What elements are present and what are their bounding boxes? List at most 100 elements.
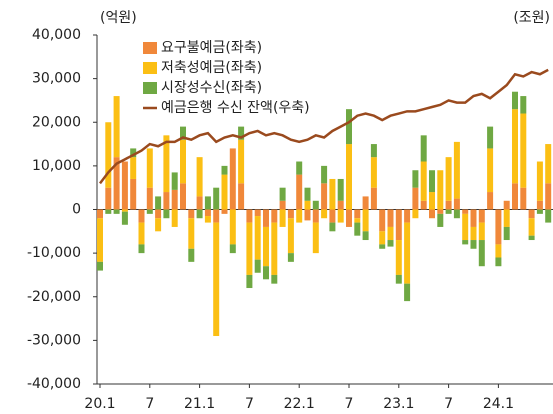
bar [204,196,211,210]
bar [420,135,427,162]
bar [362,231,369,241]
bar [478,240,485,267]
bar [155,209,162,219]
bar [412,209,419,219]
bar [478,209,485,223]
bar [470,226,477,241]
bar [536,209,543,214]
bar [138,222,145,245]
x-tick-label: 7 [444,396,453,412]
bar [512,91,518,110]
bar [105,122,112,188]
bar [287,253,294,262]
bar [453,141,460,199]
bar [354,209,361,219]
bar [321,209,328,219]
y-tick-label: -20,000 [27,289,81,305]
bar [346,209,352,227]
bar [229,244,236,254]
y-tick-label: 0 [72,202,81,218]
bar [420,200,427,210]
bar [470,209,477,227]
x-tick-label: 7 [145,396,154,412]
bar [130,148,137,158]
bar [238,139,245,184]
bar [196,157,203,197]
bar [329,178,336,210]
bar [470,240,477,249]
bar [155,218,162,232]
bar [354,222,361,236]
bar [520,96,527,114]
bar [279,200,286,210]
x-tick-label: 7 [245,396,254,412]
bar [445,209,452,214]
bar [387,209,394,227]
bar [304,209,311,221]
bar [113,209,120,214]
bar [246,222,253,275]
bar [163,135,170,193]
bar [196,209,203,219]
bar [296,209,303,223]
bar [271,274,278,284]
bar [354,218,361,223]
bar [487,148,494,193]
bar [520,113,527,188]
bar [296,161,303,175]
y-unit: (억원) [100,10,137,26]
bar [204,216,211,223]
bar [412,187,419,210]
bar [346,109,352,145]
bar [528,209,535,219]
bar [487,192,494,210]
bar [97,261,103,271]
bar [429,192,435,210]
bar [254,209,261,217]
bar [312,200,319,210]
bar [287,218,294,254]
bar [528,218,535,236]
bar [138,244,145,254]
bar [387,226,394,241]
bar [188,248,195,262]
bar [97,218,103,262]
x-tick-label: 24.1 [483,396,514,412]
bar [163,209,170,219]
bar [312,209,319,223]
bar [287,209,294,219]
bar [213,209,220,223]
bar [503,200,510,210]
bar [171,189,178,210]
bar [503,226,510,241]
bar [221,209,228,214]
bar [97,209,103,219]
bar [254,216,261,260]
bar [246,209,253,223]
bar [121,209,128,212]
bar [213,187,220,210]
bar [188,209,195,219]
line [99,68,549,185]
bar [138,209,145,223]
legend-swatch [143,82,157,94]
bar [437,170,444,210]
bar [404,222,411,284]
bar [395,274,402,284]
bar [462,240,469,245]
bar [462,213,469,241]
x-tick-label: 21.1 [184,396,215,412]
bar [312,222,319,254]
bar [437,213,444,227]
bar [370,157,377,188]
x-tick-label: 20.1 [84,396,115,412]
bar [321,183,328,210]
bar [395,209,402,241]
y-tick-label: 20,000 [32,114,81,130]
bar [429,209,435,219]
bar [254,259,261,273]
bar [113,96,120,158]
bar [304,200,311,210]
bar [536,161,543,201]
